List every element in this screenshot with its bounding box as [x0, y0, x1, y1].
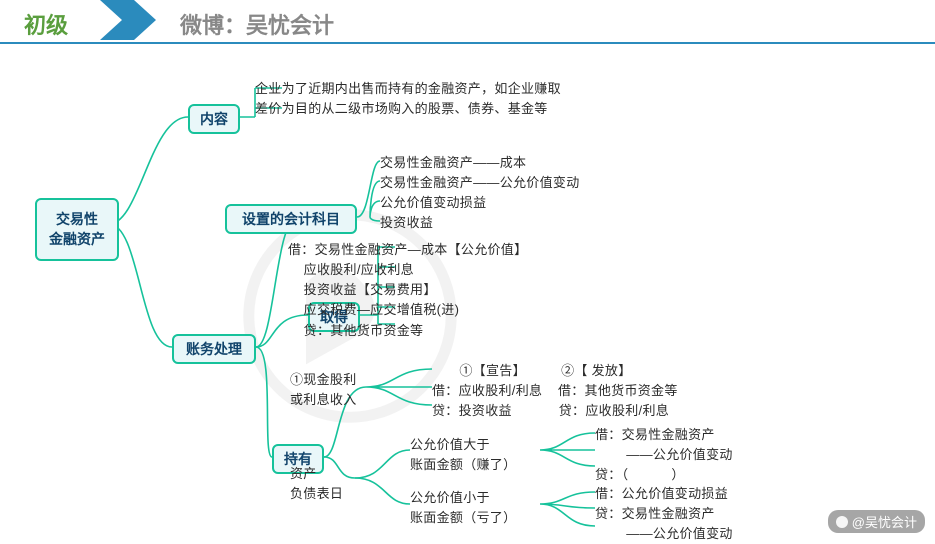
text-content_desc: 企业为了近期内出售而持有的金融资产，如企业赚取 差价为目的从二级市场购入的股票、… — [255, 79, 561, 119]
connector-6 — [256, 347, 272, 457]
weibo-icon — [836, 516, 848, 528]
connector-8 — [366, 369, 432, 405]
header: 初级 微博：吴忧会计 — [0, 0, 935, 44]
weibo-badge-text: @吴忧会计 — [852, 512, 917, 531]
node-subjects: 设置的会计科目 — [225, 204, 357, 234]
text-fair_gt: 公允价值大于 账面金额（赚了） — [410, 435, 516, 475]
text-fair_gt_entry: 借：交易性金融资产 ——公允价值变动 贷：（ ） — [595, 425, 733, 485]
connector-10 — [355, 450, 410, 478]
text-fair_lt: 公允价值小于 账面金额（亏了） — [410, 488, 516, 528]
weibo-badge: @吴忧会计 — [828, 510, 925, 533]
header-subtitle: 微博：吴忧会计 — [180, 8, 334, 40]
connector-11 — [355, 478, 410, 504]
header-rule — [0, 42, 935, 44]
connector-12 — [540, 433, 595, 466]
node-content: 内容 — [188, 104, 240, 134]
header-title: 初级 — [24, 8, 68, 40]
text-fair_lt_entry: 借：公允价值变动损益 贷：交易性金融资产 ——公允价值变动 — [595, 484, 733, 544]
node-root: 交易性金融资产 — [35, 198, 119, 261]
chevron-icon — [100, 0, 156, 40]
connector-0 — [109, 117, 188, 224]
text-hold_left1: ①现金股利 或利息收入 — [290, 370, 357, 410]
text-subjects_list: 交易性金融资产——成本 交易性金融资产——公允价值变动 公允价值变动损益 投资收… — [380, 153, 580, 234]
text-obtain_desc: 借：交易性金融资产—成本【公允价值】 应收股利/应收利息 投资收益【交易费用】 … — [288, 240, 527, 341]
text-hold_declare: ①【宣告】 ②【 发放】 借：应收股利/利息 借：其他货币资金等 贷：投资收益 … — [432, 361, 678, 421]
text-hold_left2: 资产 负债表日 — [290, 464, 343, 504]
node-accounting: 账务处理 — [172, 334, 256, 364]
connector-13 — [540, 492, 595, 526]
mindmap-canvas: 交易性金融资产内容账务处理设置的会计科目取得持有 企业为了近期内出售而持有的金融… — [0, 46, 935, 541]
